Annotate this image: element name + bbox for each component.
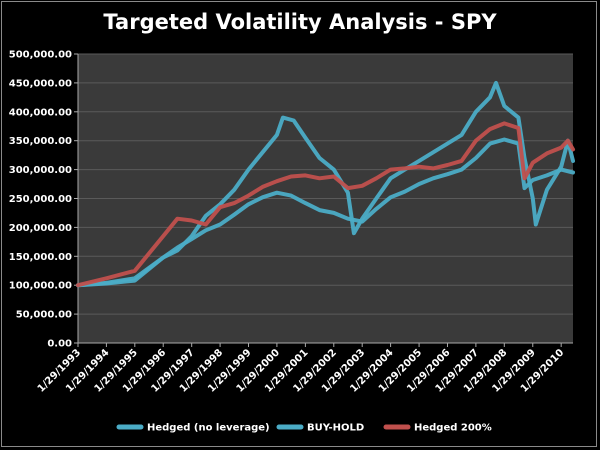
legend-label-1: BUY-HOLD	[307, 423, 364, 434]
y-tick-label: 300,000.00	[9, 165, 72, 176]
x-axis-ticks: 1/29/19931/29/19941/29/19951/29/19961/29…	[36, 343, 566, 395]
y-tick-label: 50,000.00	[16, 310, 72, 321]
y-axis-ticks: 0.00 50,000.00 100,000.00 150,000.00 200,000…	[9, 50, 573, 350]
grid-layer	[78, 53, 573, 344]
series-line-2	[76, 121, 575, 288]
y-tick-label: 400,000.00	[9, 107, 72, 118]
y-tick-label: 100,000.00	[9, 281, 72, 292]
legend-label-0: Hedged (no leverage)	[147, 423, 270, 434]
y-tick-label: 500,000.00	[9, 50, 72, 61]
y-tick-label: 250,000.00	[9, 194, 72, 205]
legend-label-2: Hedged 200%	[414, 423, 492, 434]
y-tick-label: 350,000.00	[9, 136, 72, 147]
chart-title: Targeted Volatility Analysis - SPY	[103, 10, 497, 34]
y-tick-label: 150,000.00	[9, 252, 72, 263]
legend: Hedged (no leverage) BUY-HOLD Hedged 200%	[116, 423, 492, 434]
y-tick-label: 200,000.00	[9, 223, 72, 234]
series-line-1	[76, 80, 575, 288]
y-tick-label: 0.00	[47, 339, 72, 350]
series-line-0	[76, 137, 575, 288]
series-layer	[76, 80, 575, 288]
y-tick-label: 450,000.00	[9, 78, 72, 89]
